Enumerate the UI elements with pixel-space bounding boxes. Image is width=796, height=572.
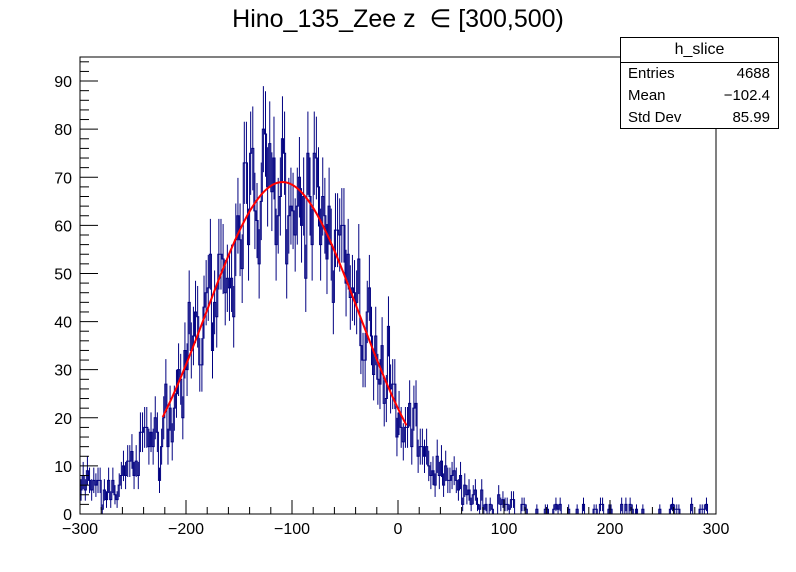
x-tick-label: −200 — [168, 521, 204, 538]
stats-stddev-value: 85.99 — [732, 109, 770, 126]
y-tick-label: 70 — [54, 170, 72, 187]
stats-entries-label: Entries — [628, 65, 675, 82]
histogram-outline — [80, 128, 716, 515]
x-tick-label: −300 — [62, 521, 98, 538]
y-tick-label: 0 — [63, 507, 72, 524]
stats-box-title: h_slice — [621, 38, 778, 63]
y-tick-label: 80 — [54, 122, 72, 139]
stats-mean-label: Mean — [628, 87, 666, 104]
stats-box: h_slice Entries 4688 Mean −102.4 Std Dev… — [620, 37, 779, 129]
stats-stddev-row: Std Dev 85.99 — [621, 107, 778, 129]
stats-mean-value: −102.4 — [723, 87, 770, 104]
fit-curve — [161, 181, 408, 426]
stats-entries-row: Entries 4688 — [621, 63, 778, 85]
stats-stddev-label: Std Dev — [628, 109, 682, 126]
y-tick-label: 10 — [54, 459, 72, 476]
stats-mean-row: Mean −102.4 — [621, 85, 778, 107]
fit-layer — [161, 181, 408, 426]
histogram-layer — [80, 86, 716, 515]
x-tick-label: 0 — [394, 521, 403, 538]
x-tick-label: −100 — [274, 521, 310, 538]
axes-layer: −300 −200 −100 0 100 200 300 0 10 20 30 40 50 60 70 80 9… — [54, 56, 730, 538]
y-tick-label: 90 — [54, 74, 72, 91]
x-tick-label: 100 — [491, 521, 518, 538]
chart-title: Hino_135_Zee z ∈ [300,500) — [232, 5, 564, 33]
x-tick-label: 200 — [597, 521, 624, 538]
y-tick-label: 40 — [54, 315, 72, 332]
x-tick-label: 300 — [703, 521, 730, 538]
y-tick-label: 60 — [54, 218, 72, 235]
stats-entries-value: 4688 — [736, 65, 770, 82]
y-tick-label: 30 — [54, 363, 72, 380]
y-tick-label: 20 — [54, 411, 72, 428]
y-tick-label: 50 — [54, 266, 72, 283]
